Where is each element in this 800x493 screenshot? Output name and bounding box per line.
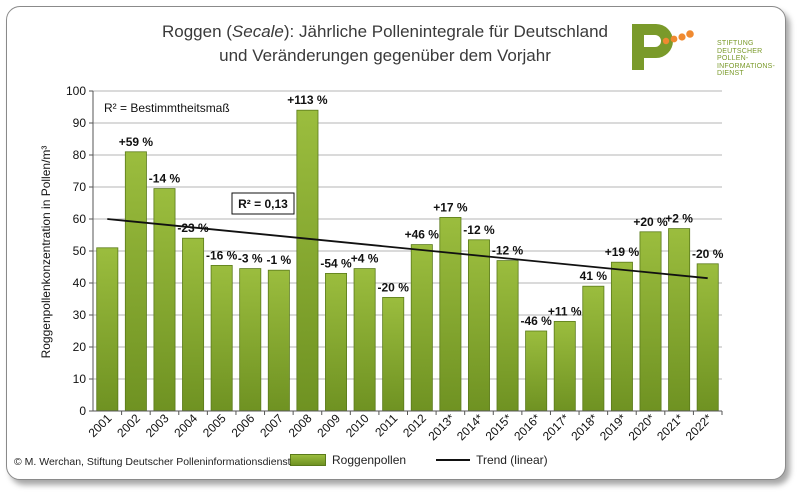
bar-2014 [467,239,490,412]
bar-2009 [325,272,348,412]
x-tick-label: 2008 [286,411,315,440]
bar-2003 [153,188,176,412]
data-label: +46 % [405,228,440,242]
annotation-r2-definition: R² = Bestimmtheitsmaß [104,101,230,115]
bar-2008 [296,109,319,412]
data-label: +2 % [665,212,693,226]
annotation-r2-box [231,192,295,215]
legend-line-swatch [436,459,471,461]
logo-text: STIFTUNG DEUTSCHER POLLEN- INFORMATIONS-… [717,40,776,77]
x-tick-label: 2021* [654,411,686,443]
legend-line-label: Trend (linear) [476,453,548,467]
bar-2012 [410,244,433,412]
bar-2005 [210,264,233,412]
bars [96,109,719,412]
annotation-r2-value: R² = 0,13 [238,197,288,211]
bar-2015 [496,260,519,412]
data-label: +4 % [351,252,379,266]
x-tick-label: 2019* [597,411,629,443]
x-tick-label: 2009 [314,411,343,440]
x-tick-label: 2004 [171,411,200,440]
data-label: -54 % [320,256,352,270]
x-tick-label: 2017* [540,411,572,443]
title-part-italic: Secale [231,22,284,41]
data-label: -12 % [492,244,524,258]
bar-2020 [639,231,662,412]
legend: Roggenpollen Trend (linear) [290,453,548,467]
data-label: -3 % [238,252,263,266]
x-tick-label: 2015* [483,411,515,443]
title-line-2: und Veränderungen gegenüber dem Vorjahr [219,46,551,65]
data-label: 41 % [580,269,608,283]
x-tick-label: 2003 [143,411,172,440]
chart-title: Roggen (Secale): Jährliche Pollenintegra… [150,20,620,68]
bar-2001 [96,247,119,412]
bar-2017 [553,320,576,412]
x-tick-label: 2020* [626,411,658,443]
bar-2022 [696,263,719,412]
bar-2013 [439,216,462,412]
data-label: -16 % [206,248,238,262]
data-label: -1 % [266,253,291,267]
data-label: -46 % [520,314,552,328]
data-label: +113 % [287,93,328,107]
x-tick-label: 2014* [454,411,486,443]
x-tick-label: 2001 [86,411,115,440]
data-label: -20 % [692,247,724,261]
trend-line [107,218,708,280]
data-label: +59 % [119,135,154,149]
y-tick-label: 20 [73,340,87,354]
bar-2019 [610,261,633,412]
x-tick-label: 2005 [200,411,229,440]
y-tick-label: 70 [73,180,87,194]
x-tick-label: 2010 [343,411,372,440]
copyright-text: © M. Werchan, Stiftung Deutscher Polleni… [14,456,291,468]
legend-bar-swatch [290,454,326,466]
y-tick-label: 60 [73,212,87,226]
x-tick-label: 2007 [257,411,286,440]
bar-2018 [582,285,605,412]
trend-line-path [107,218,708,280]
y-tick-label: 30 [73,308,87,322]
y-tick-label: 10 [73,372,87,386]
x-tick-label: 2016* [511,411,543,443]
data-label: -20 % [378,280,410,294]
y-tick-label: 100 [66,84,86,98]
data-label: +19 % [605,245,640,259]
data-label: -12 % [463,223,495,237]
y-tick-label: 40 [73,276,87,290]
data-label: -14 % [149,172,181,186]
data-label: -23 % [177,221,209,235]
data-label: +20 % [633,215,668,229]
x-tick-label: 2002 [114,411,143,440]
y-tick-label: 50 [73,244,87,258]
pid-logo-icon [632,24,694,70]
y-tick-label: 0 [79,404,86,418]
data-labels: +59 %-14 %-23 %-16 % -3 % -1 %+113 %-54 % +… [119,93,724,328]
bar-2007 [267,269,290,412]
x-tick-label: 2011 [372,411,400,439]
bar-2006 [239,268,262,412]
bar-2011 [382,296,405,412]
bar-2021 [668,228,691,412]
title-part-b: ): Jährliche Pollenintegrale für Deutsch… [283,22,609,41]
y-tick-label: 90 [73,116,87,130]
bar-2002 [124,151,147,412]
bar-2004 [182,237,205,412]
bar-2010 [353,268,376,412]
y-axis-label: Roggenpollenkonzentration in Pollen/m³ [39,146,53,359]
data-label: +11 % [548,304,582,318]
data-label: +17 % [433,200,468,214]
x-tick-label: 2012 [400,411,429,440]
bar-2016 [525,330,548,412]
x-tick-label: 2022* [683,411,715,443]
x-tick-label: 2013* [425,411,457,443]
legend-bar-label: Roggenpollen [332,453,407,467]
x-tick-label: 2006 [229,411,258,440]
y-tick-label: 80 [73,148,87,162]
title-part-a: Roggen ( [161,22,232,41]
x-tick-label: 2018* [568,411,600,443]
